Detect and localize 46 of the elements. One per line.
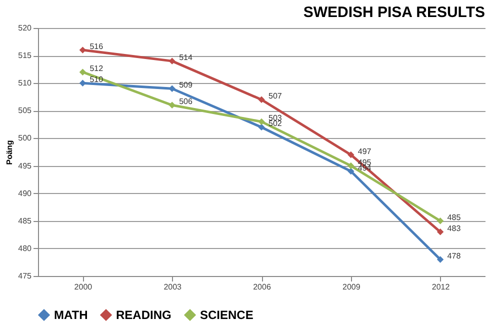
y-tick-label: 485 (18, 216, 32, 226)
y-tick-label: 500 (18, 134, 32, 143)
data-label: 510 (90, 75, 104, 84)
point (436, 228, 444, 236)
legend-label: MATH (54, 308, 88, 322)
y-tick-label: 520 (18, 24, 32, 32)
data-label: 512 (90, 64, 104, 74)
point (258, 124, 265, 131)
data-label: 506 (179, 97, 193, 106)
point (168, 85, 176, 92)
data-label: 507 (268, 92, 282, 101)
x-tick-label: 2012 (432, 282, 450, 292)
point (258, 96, 265, 103)
data-label: 478 (447, 251, 462, 260)
point (436, 218, 444, 224)
legend-label: READING (116, 308, 172, 322)
data-label: 509 (179, 80, 193, 90)
legend-label: SCIENCE (200, 308, 254, 322)
x-tick-label: 2000 (74, 282, 93, 292)
y-tick-label: 475 (18, 272, 32, 280)
chart-title: SWEDISH PISA RESULTS (303, 4, 485, 21)
y-tick-label: 495 (18, 161, 32, 170)
x-tick-label: 2003 (164, 282, 182, 292)
y-tick-label: 490 (18, 188, 32, 198)
data-label: 483 (447, 224, 462, 233)
point (79, 68, 86, 76)
data-label: 516 (90, 42, 104, 52)
point (348, 168, 354, 175)
point (348, 162, 354, 170)
point (258, 118, 265, 126)
data-label: 514 (179, 53, 193, 62)
data-label: 485 (447, 212, 462, 222)
data-label: 502 (268, 119, 282, 128)
point (79, 46, 86, 54)
x-tick-label: 2009 (342, 282, 361, 292)
y-axis-title: Poäng (5, 140, 14, 165)
y-tick-label: 505 (18, 106, 32, 116)
point (168, 102, 176, 109)
x-tick-label: 2006 (253, 282, 272, 292)
point (168, 58, 176, 64)
y-tick-label: 515 (18, 51, 32, 60)
y-tick-label: 510 (18, 78, 32, 88)
point (436, 256, 444, 263)
data-label: 497 (358, 146, 372, 156)
point (348, 151, 354, 158)
y-tick-label: 480 (18, 244, 32, 253)
